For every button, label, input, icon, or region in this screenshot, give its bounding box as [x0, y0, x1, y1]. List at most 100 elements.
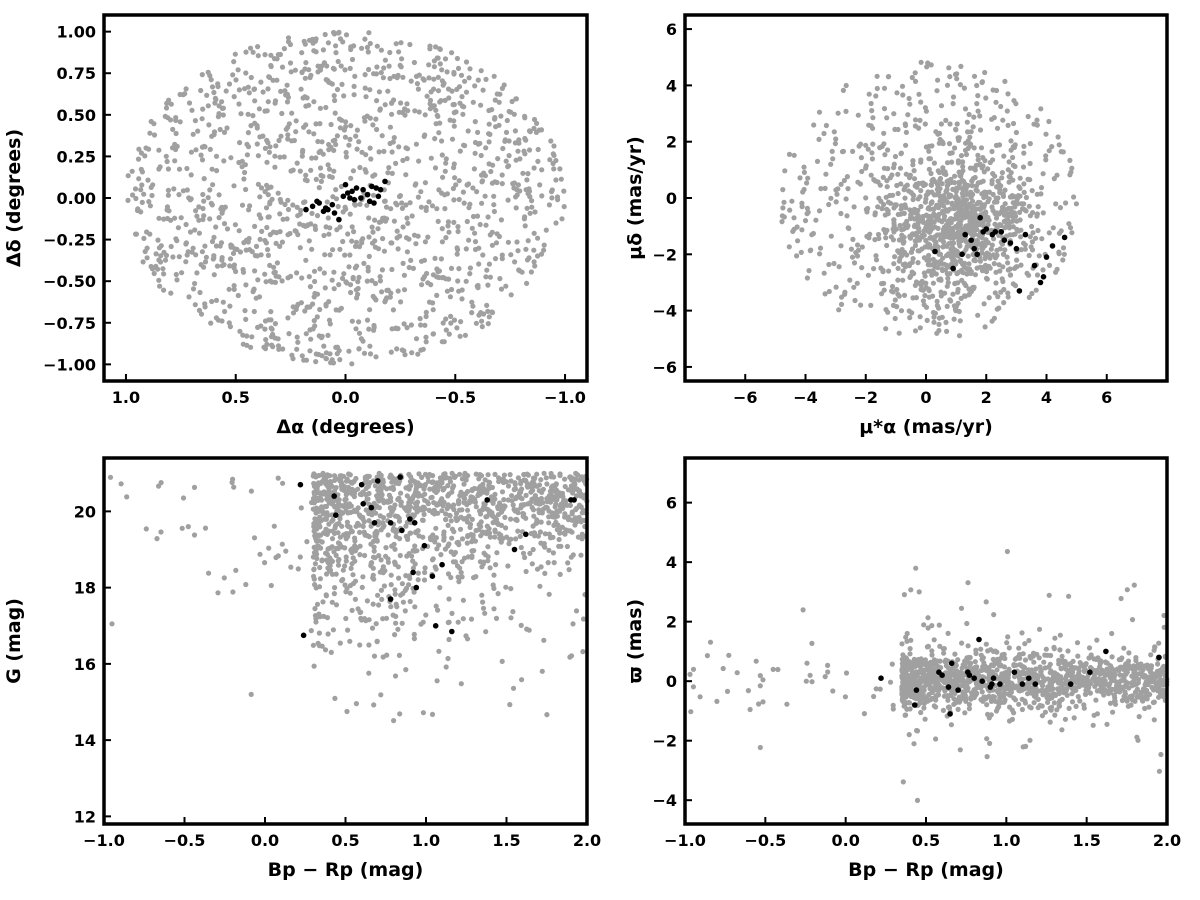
member-star-point	[484, 497, 491, 503]
field-star-point	[232, 222, 238, 228]
field-star-point	[394, 202, 400, 208]
field-star-point	[952, 145, 958, 151]
field-star-point	[332, 97, 338, 104]
field-star-point	[956, 238, 962, 244]
field-star-point	[331, 93, 337, 99]
field-star-point	[342, 252, 348, 258]
field-star-point	[157, 164, 163, 170]
field-star-point	[510, 685, 517, 691]
field-star-point	[375, 226, 381, 232]
field-star-point	[536, 482, 543, 488]
field-star-point	[906, 95, 912, 102]
member-star-point	[399, 527, 405, 534]
field-star-point	[157, 259, 164, 265]
field-star-point	[879, 206, 885, 212]
field-star-point	[317, 266, 323, 272]
field-star-point	[948, 722, 955, 728]
field-star-point	[952, 280, 958, 286]
field-star-point	[501, 472, 507, 478]
field-star-point	[285, 232, 291, 238]
field-star-point	[352, 201, 358, 207]
field-star-point	[461, 200, 467, 206]
field-star-point	[1029, 223, 1035, 230]
field-star-point	[991, 612, 997, 618]
x-tick-label: −6	[733, 388, 758, 407]
field-star-point	[176, 254, 182, 260]
field-star-point	[272, 321, 278, 327]
field-star-point	[303, 60, 309, 66]
field-star-point	[511, 111, 517, 117]
field-star-point	[984, 736, 990, 742]
field-star-point	[518, 622, 524, 629]
field-star-point	[445, 483, 451, 489]
field-star-point	[219, 210, 225, 216]
field-star-point	[484, 302, 490, 308]
field-star-point	[868, 302, 874, 308]
field-star-point	[211, 253, 217, 259]
field-star-point	[900, 262, 906, 268]
field-star-point	[185, 524, 191, 530]
field-star-point	[1035, 204, 1041, 210]
field-star-point	[329, 357, 335, 363]
field-star-point	[138, 150, 144, 156]
field-star-point	[189, 107, 195, 113]
field-star-point	[507, 702, 513, 708]
field-star-point	[916, 589, 922, 595]
field-star-point	[151, 132, 158, 138]
field-star-point	[460, 111, 466, 117]
field-star-point	[437, 120, 443, 126]
field-star-point	[313, 522, 319, 528]
field-star-point	[943, 319, 949, 325]
field-star-point	[925, 262, 931, 268]
field-star-point	[343, 154, 349, 160]
field-star-point	[564, 502, 570, 508]
field-star-point	[481, 170, 487, 176]
field-star-point	[490, 162, 496, 168]
field-star-point	[311, 567, 317, 573]
field-star-point	[163, 153, 169, 159]
field-star-point	[392, 546, 398, 552]
field-star-point	[442, 97, 448, 103]
field-star-point	[439, 508, 445, 514]
y-tick-label: 0.50	[57, 106, 96, 125]
field-star-point	[349, 361, 355, 367]
field-star-point	[413, 241, 419, 247]
field-star-point	[266, 149, 272, 155]
field-star-point	[443, 160, 449, 166]
field-star-point	[466, 237, 472, 243]
field-star-point	[267, 201, 273, 207]
field-star-point	[531, 116, 538, 123]
field-star-point	[431, 500, 437, 506]
field-star-point	[143, 145, 149, 151]
field-star-point	[474, 189, 480, 195]
field-star-point	[930, 280, 937, 286]
field-star-point	[219, 257, 225, 263]
field-star-point	[214, 168, 220, 174]
field-star-point	[979, 165, 985, 171]
field-star-point	[263, 205, 270, 211]
field-star-point	[531, 259, 537, 265]
field-star-point	[129, 168, 135, 174]
field-star-point	[140, 259, 146, 265]
field-star-point	[499, 252, 505, 258]
field-star-point	[308, 72, 314, 78]
field-star-point	[349, 318, 355, 324]
field-star-point	[471, 166, 477, 172]
field-star-point	[396, 515, 402, 521]
field-star-point	[274, 77, 280, 83]
field-star-point	[560, 499, 566, 506]
field-star-point	[311, 576, 317, 582]
field-star-point	[922, 292, 928, 299]
field-star-point	[422, 180, 428, 186]
field-star-point	[362, 552, 368, 559]
member-star-point	[421, 542, 428, 549]
field-star-point	[362, 72, 368, 78]
field-star-point	[420, 507, 427, 513]
field-star-point	[298, 86, 304, 92]
field-star-point	[239, 158, 245, 164]
field-star-point	[524, 280, 530, 286]
field-star-point	[485, 214, 491, 220]
field-star-point	[927, 216, 933, 222]
field-star-point	[548, 189, 555, 195]
field-star-point	[945, 227, 951, 234]
